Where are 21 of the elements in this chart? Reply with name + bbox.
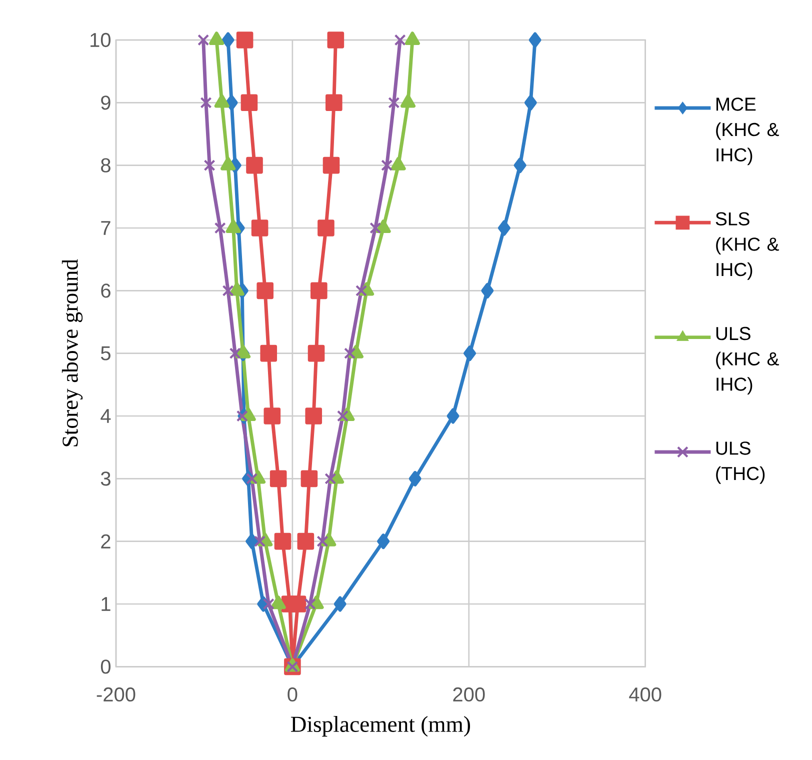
y-tick-label: 0: [100, 660, 110, 674]
y-tick-label: 9: [101, 96, 110, 110]
y-tick-label: 7: [101, 221, 110, 235]
y-tick-label: 10: [90, 32, 110, 48]
y-tick-label: 8: [101, 158, 110, 172]
y-tick-label: 1: [102, 597, 110, 611]
y-tick-label: 4: [100, 409, 111, 423]
y-tick-label: 5: [100, 346, 110, 360]
x-tick-label: 400: [629, 687, 662, 702]
y-axis-title: Storey above ground: [62, 259, 83, 446]
x-tick-label: 200: [453, 687, 485, 702]
legend-label: ULS (KHC & IHC): [716, 326, 779, 394]
legend-label: MCE (KHC & IHC): [716, 98, 779, 166]
y-tick-label: 6: [101, 284, 110, 298]
x-axis-title: Displacement (mm): [290, 716, 470, 737]
x-tick-label: -200: [96, 687, 136, 702]
y-tick-label: 3: [100, 472, 110, 486]
legend-label: SLS (KHC & IHC): [716, 212, 779, 280]
y-tick-label: 2: [101, 534, 110, 548]
x-tick-label: 0: [288, 687, 298, 702]
legend-label: ULS (THC): [716, 442, 765, 484]
